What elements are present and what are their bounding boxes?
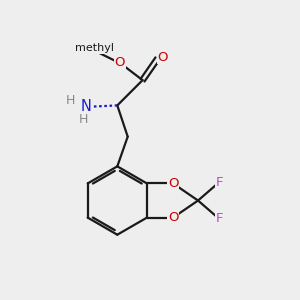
Text: O: O (168, 211, 178, 224)
Text: methyl: methyl (75, 44, 114, 53)
Text: H: H (78, 113, 88, 126)
Text: N: N (81, 99, 92, 114)
Text: F: F (216, 212, 223, 226)
Text: H: H (66, 94, 75, 107)
Text: F: F (216, 176, 223, 189)
Text: O: O (114, 56, 125, 69)
Text: O: O (168, 177, 178, 190)
Text: O: O (157, 51, 168, 64)
